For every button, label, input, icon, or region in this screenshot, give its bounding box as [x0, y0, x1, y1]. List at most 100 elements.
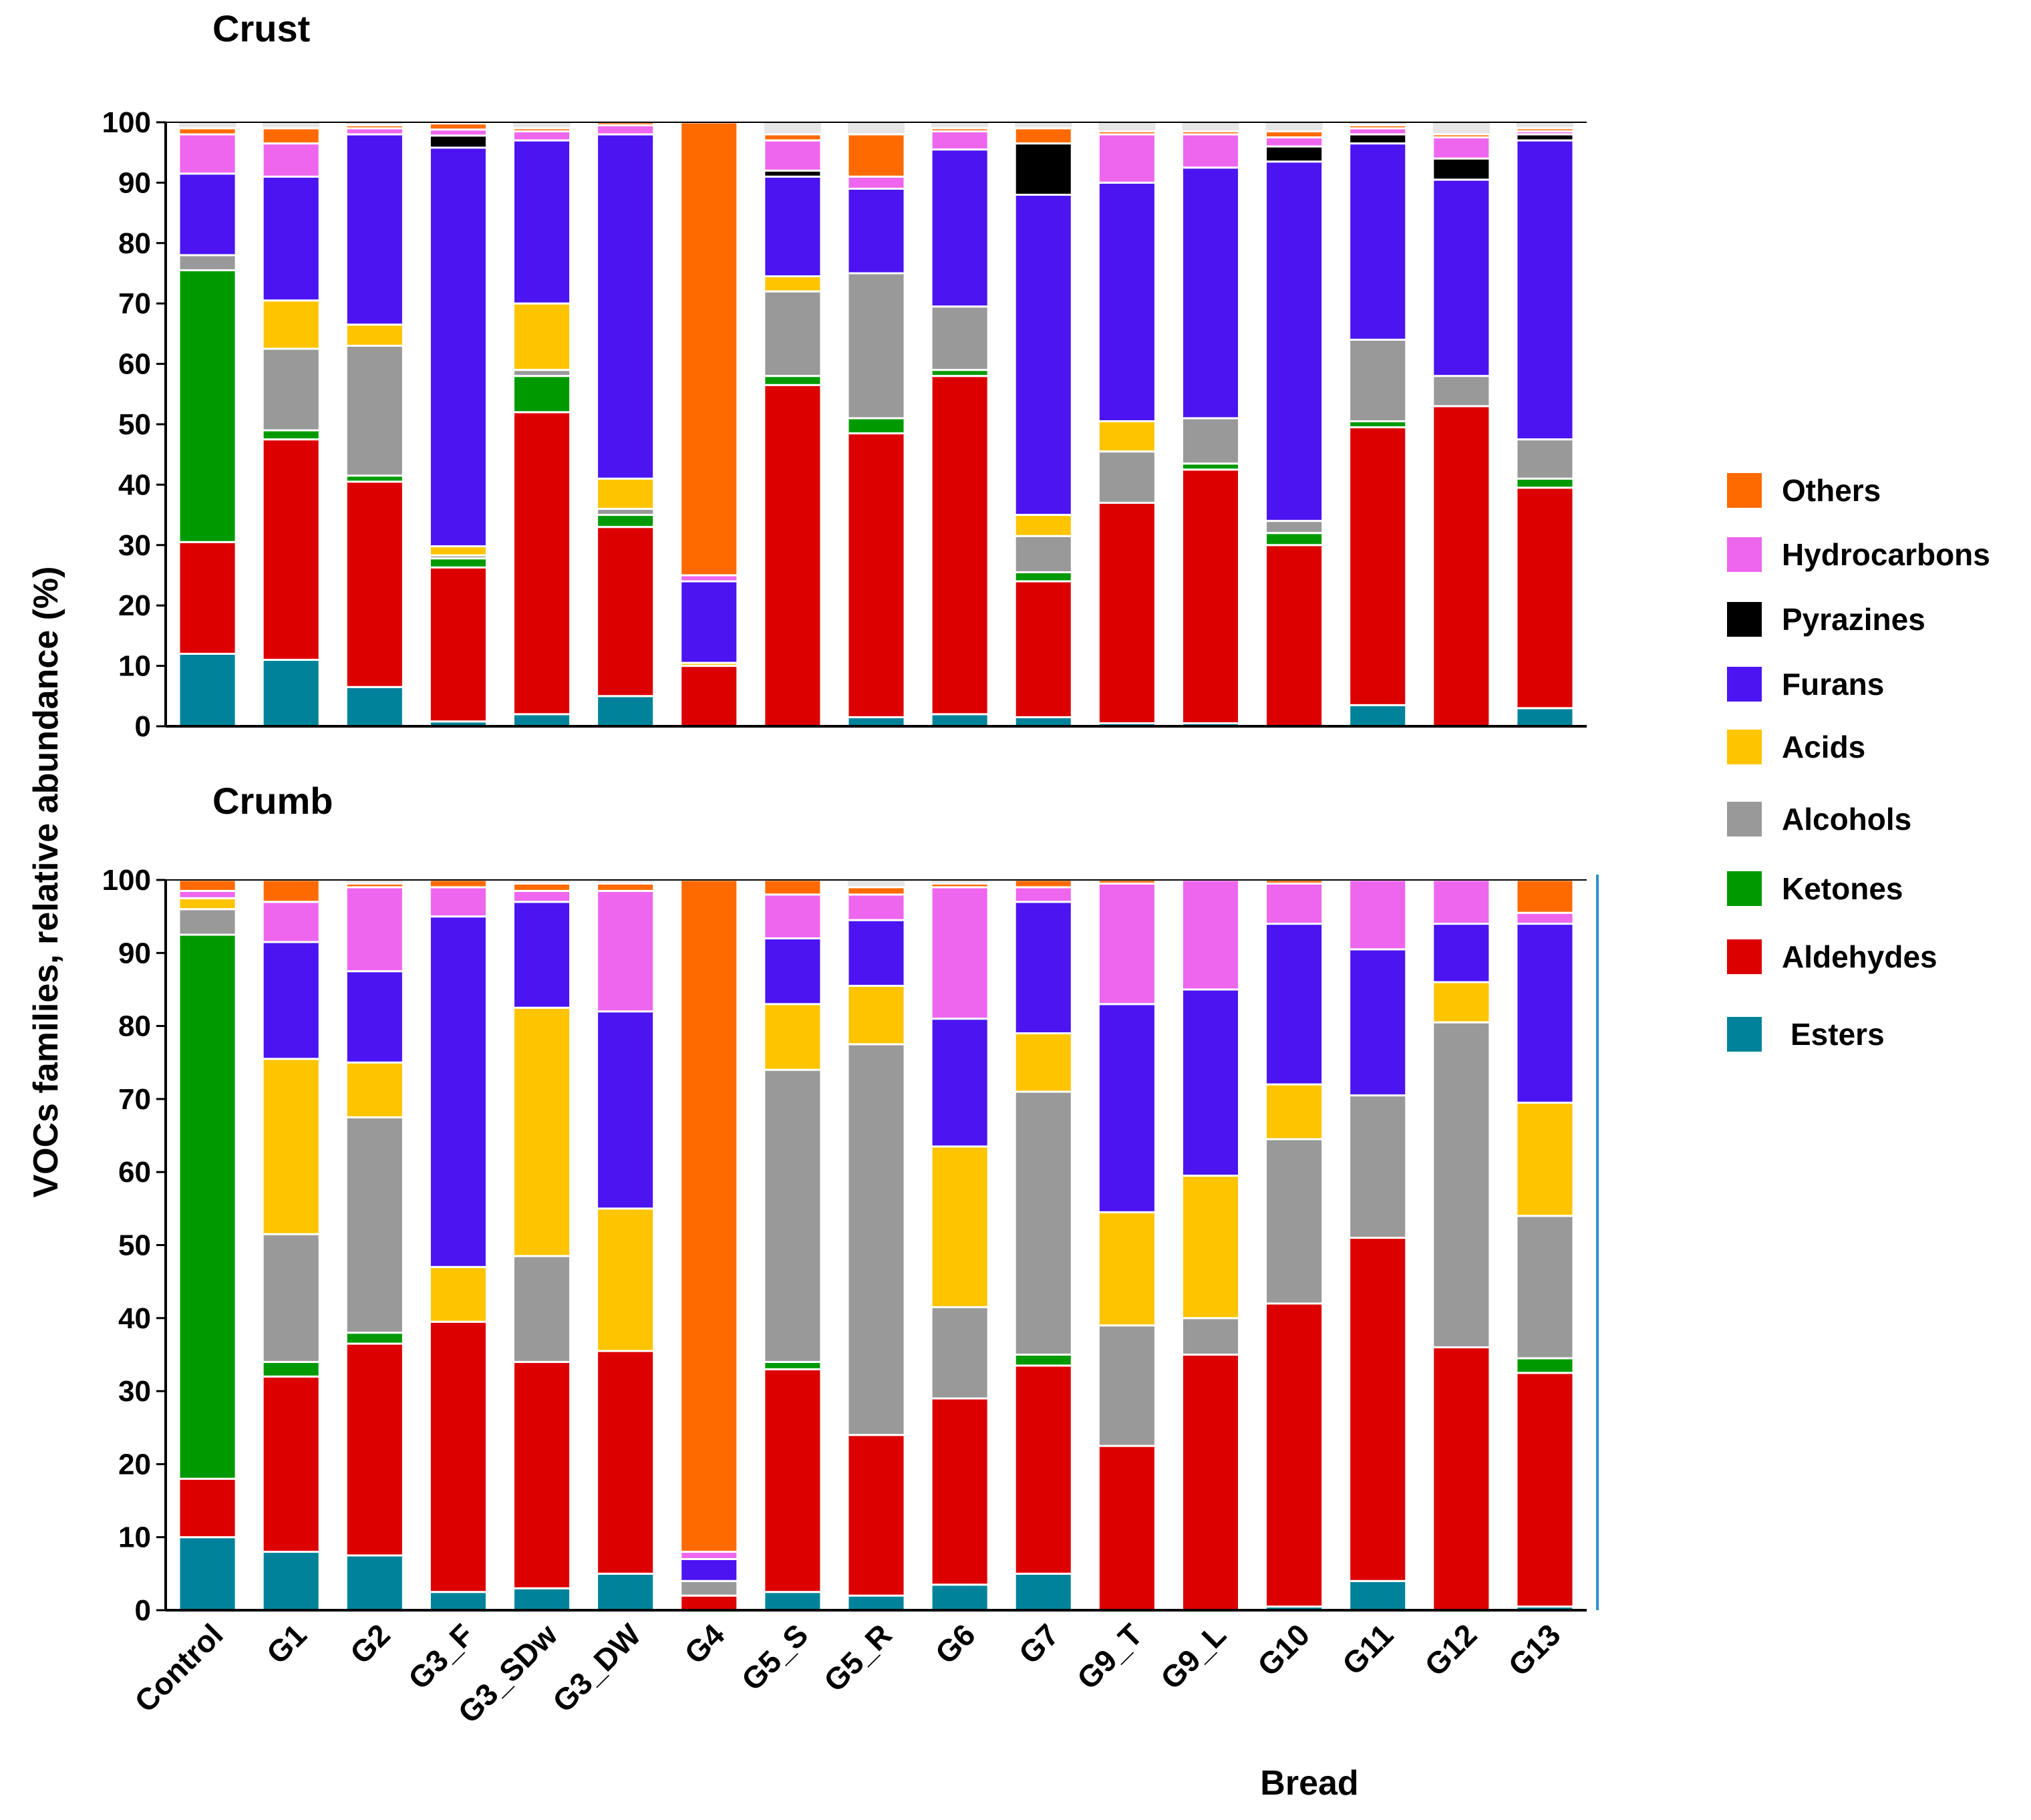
crumb-bar-alcohols-g6: [930, 1306, 989, 1400]
crumb-bar-others-g3_dw: [596, 882, 655, 892]
crumb-bar-others-g6: [930, 882, 989, 889]
crust-bar-pyrazines-g11: [1348, 133, 1408, 145]
crust-bar-ketones-g13: [1515, 477, 1575, 489]
crust-bar-furans-g12: [1432, 178, 1491, 377]
crust-bar-hydrocarbons-g5_r: [846, 175, 906, 190]
crust-bar-hydrocarbons-g9_l: [1181, 133, 1241, 169]
crust-bar-furans-g6: [930, 148, 989, 308]
crumb-bar-others-g5_r: [846, 886, 906, 896]
crust-y-tick-label: 80: [118, 227, 151, 260]
crust-y-tick-label: 90: [118, 166, 151, 199]
crumb-y-tick-label: 0: [135, 1594, 151, 1627]
crust-bar-esters-g5_r: [846, 716, 906, 728]
crumb-bar-ketones-g2: [345, 1332, 404, 1345]
crumb-bar-others-g1: [261, 879, 321, 903]
crust-bar-alcohols-g10: [1265, 520, 1324, 535]
legend-label-furans: Furans: [1782, 667, 1884, 702]
crust-bar-others-g12: [1432, 133, 1491, 139]
crumb-bar-alcohols-g9_t: [1097, 1324, 1156, 1447]
crust-bar-furans-g7: [1013, 193, 1073, 516]
crust-bar-furans-g2: [345, 133, 404, 326]
x-axis-title: Bread: [1260, 1764, 1358, 1803]
crumb-bar-acids-control: [178, 897, 237, 911]
legend-swatch-ketones: [1727, 871, 1762, 906]
crumb-bar-furans-g3_f: [428, 915, 488, 1268]
crust-bar-alcohols-g5_r: [846, 272, 906, 420]
crumb-bar-others-g4: [679, 879, 739, 1553]
crumb-bar-esters-g3_sdw: [512, 1587, 572, 1612]
crust-bar-others-g7: [1013, 127, 1073, 145]
crumb-bar-esters-g1: [261, 1551, 321, 1612]
crumb-bar-hydrocarbons-g3_dw: [596, 889, 655, 1013]
crumb-bar-acids-g3_f: [428, 1265, 488, 1323]
crumb-bar-ketones-control: [178, 933, 237, 1480]
crumb-bar-alcohols-g7: [1013, 1090, 1073, 1356]
crumb-bar-hydrocarbons-g9_l: [1181, 879, 1241, 991]
crust-bar-acids-g7: [1013, 514, 1073, 537]
crumb-bar-acids-g3_dw: [596, 1207, 655, 1352]
crust-bar-alcohols-g7: [1013, 535, 1073, 573]
crust-y-tick-label: 70: [118, 287, 151, 320]
crust-bar-hydrocarbons-control: [178, 133, 237, 175]
crust-bar-aldehydes-g6: [930, 375, 989, 716]
crust-bar-others-g13: [1515, 127, 1575, 133]
crust-bar-alcohols-g9_l: [1181, 417, 1241, 465]
crumb-bar-hydrocarbons-g1: [261, 901, 321, 943]
crust-bar-aldehydes-control: [178, 541, 237, 655]
crumb-bar-alcohols-g13: [1515, 1215, 1575, 1360]
crust-bar-furans-g3_sdw: [512, 139, 572, 305]
crumb-bar-acids-g10: [1265, 1083, 1324, 1141]
crust-bar-acids-g3_f: [428, 545, 488, 557]
crumb-bar-furans-g13: [1515, 923, 1575, 1104]
legend-label-pyrazines: Pyrazines: [1782, 602, 1925, 637]
crumb-bar-alcohols-g11: [1348, 1094, 1408, 1239]
crumb-y-tick-label: 90: [118, 937, 151, 969]
crust-bar-ketones-control: [178, 269, 237, 543]
crust-bar-aldehydes-g4: [679, 665, 739, 728]
crust-bar-furans-g11: [1348, 142, 1408, 341]
crumb-bar-furans-g2: [345, 970, 404, 1064]
crust-plot-area: 0 10 20 30 40 50 60 70 80 90 100: [102, 106, 1587, 743]
crust-bar-furans-g10: [1265, 160, 1324, 522]
crumb-bar-acids-g7: [1013, 1032, 1073, 1093]
crust-bar-others-control: [178, 127, 237, 136]
crust-bar-others-g4: [679, 121, 739, 577]
crust-bar-aldehydes-g5_r: [846, 432, 906, 718]
crumb-bar-furans-g6: [930, 1018, 989, 1148]
crumb-bar-aldehydes-g13: [1515, 1372, 1575, 1608]
crust-bar-esters-g7: [1013, 716, 1073, 728]
crumb-y-tick-label: 30: [118, 1375, 151, 1408]
crumb-bar-hydrocarbons-g12: [1432, 879, 1491, 925]
crumb-bar-ketones-g5_s: [763, 1360, 822, 1370]
crumb-bar-alcohols-g9_l: [1181, 1317, 1241, 1356]
crumb-bar-others-g13: [1515, 879, 1575, 914]
crust-y-tick-label: 40: [118, 468, 151, 501]
crust-bar-aldehydes-g9_t: [1097, 502, 1156, 724]
crumb-bar-acids-g6: [930, 1145, 989, 1308]
crumb-bar-esters-g6: [930, 1583, 989, 1612]
crust-bar-ketones-g7: [1013, 571, 1073, 583]
crumb-bar-aldehydes-g3_dw: [596, 1350, 655, 1575]
legend-swatch-others: [1727, 473, 1762, 508]
crumb-bar-alcohols-g5_s: [763, 1068, 822, 1363]
crust-bar-others-g10: [1265, 130, 1324, 139]
crust-bar-aldehydes-g11: [1348, 426, 1408, 706]
crumb-bar-alcohols-g10: [1265, 1138, 1324, 1305]
crust-bar-ketones-g5_s: [763, 375, 822, 386]
crust-bar-aldehydes-g9_l: [1181, 468, 1241, 724]
crust-bar-others-g9_t: [1097, 130, 1156, 136]
crust-bar-ketones-g3_f: [428, 557, 488, 569]
crust-bar-esters-g13: [1515, 707, 1575, 728]
crust-bar-hydrocarbons-g3_sdw: [512, 130, 572, 142]
crumb-bar-hydrocarbons-g2: [345, 886, 404, 973]
crust-y-tick-label: 50: [118, 408, 151, 441]
crust-bar-esters-g6: [930, 713, 989, 728]
crust-bar-acids-g5_s: [763, 275, 822, 293]
crust-bar-others-g5_r: [846, 133, 906, 178]
crumb-bar-aldehydes-g11: [1348, 1237, 1408, 1582]
crumb-bar-esters-g3_dw: [596, 1572, 655, 1612]
legend-label-others: Others: [1782, 473, 1881, 508]
crumb-bar-furans-g9_t: [1097, 1003, 1156, 1213]
crumb-bar-acids-g2: [345, 1061, 404, 1118]
crust-bar-others-g9_l: [1181, 130, 1241, 136]
